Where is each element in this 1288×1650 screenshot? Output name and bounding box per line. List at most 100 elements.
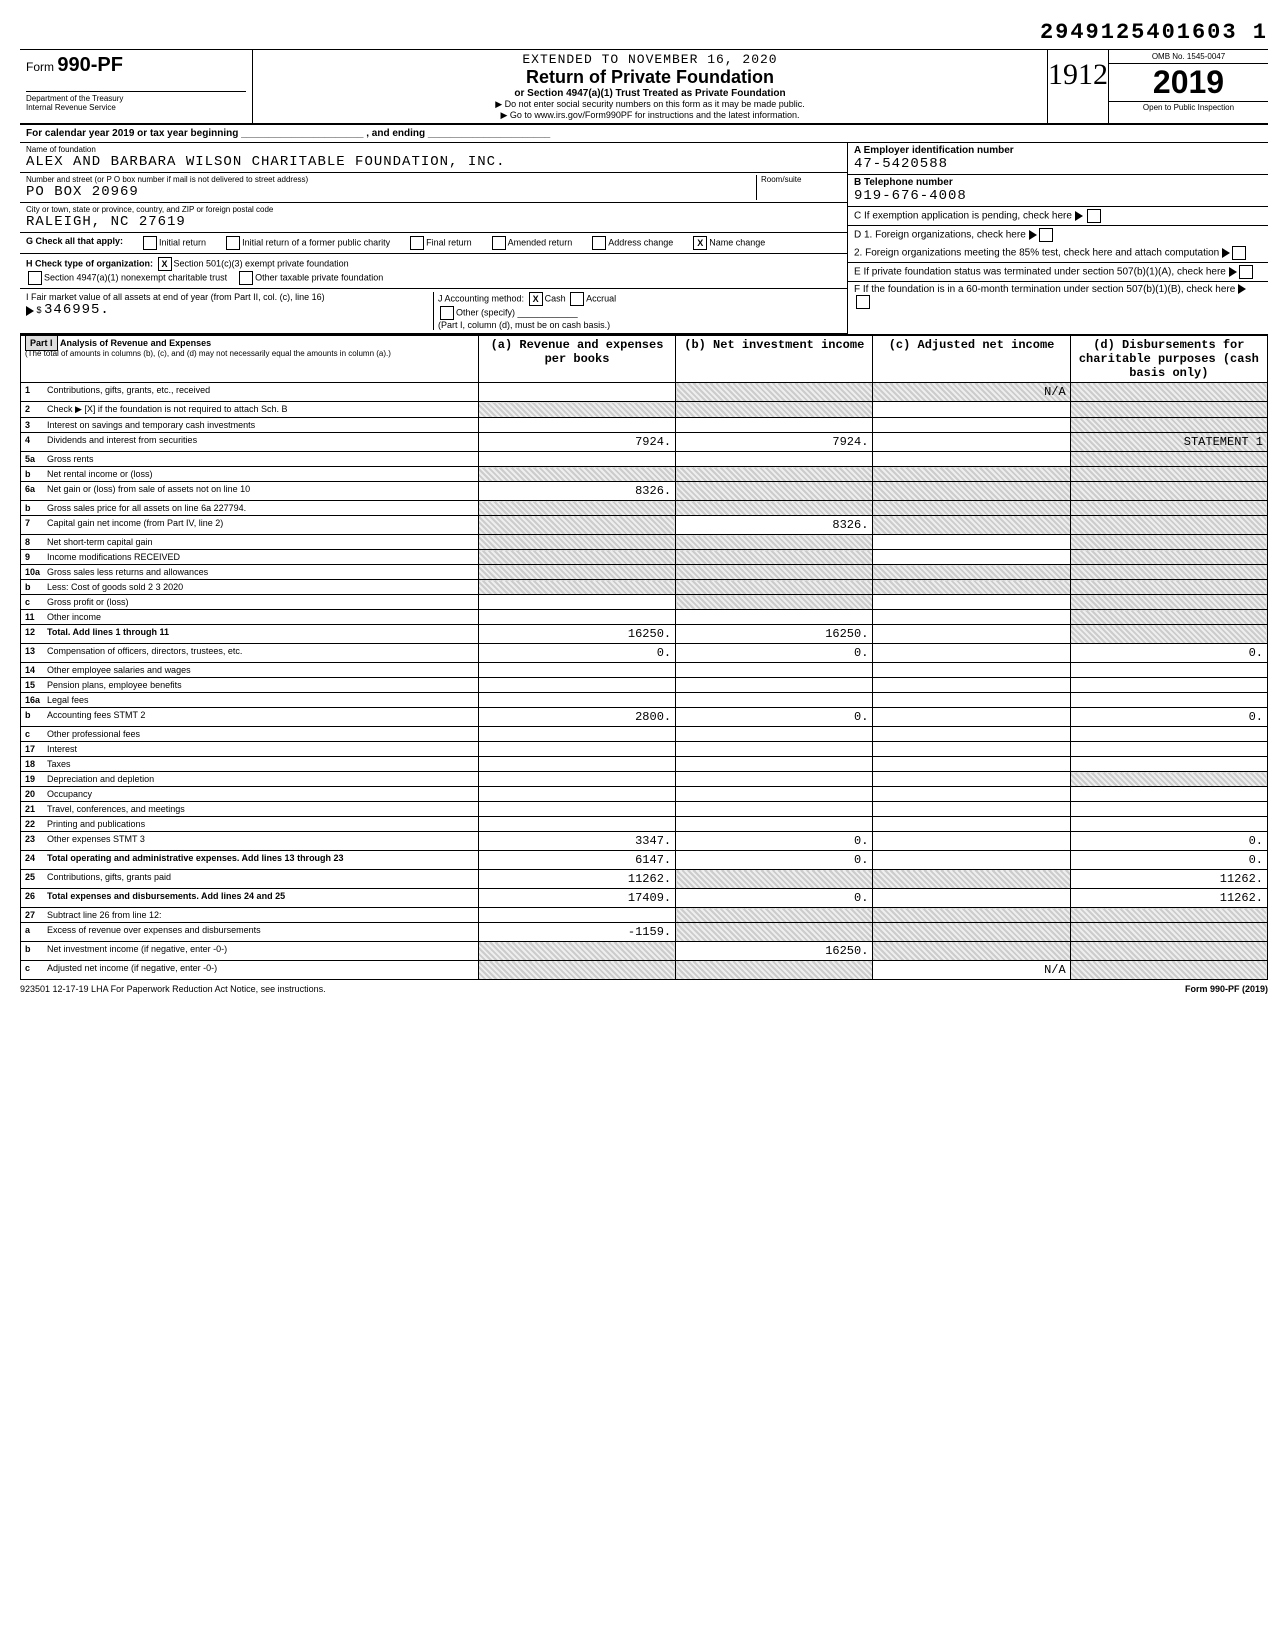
cell-b xyxy=(676,961,873,980)
arrow-icon xyxy=(1222,248,1230,258)
cell-c xyxy=(873,772,1070,787)
c-label: C If exemption application is pending, c… xyxy=(854,211,1072,222)
cell-b xyxy=(676,923,873,942)
checkbox-other-method[interactable] xyxy=(440,306,454,320)
row-label: bLess: Cost of goods sold 2 3 2020 xyxy=(21,580,479,595)
checkbox-addr-change[interactable] xyxy=(592,236,606,250)
checkbox-initial[interactable] xyxy=(143,236,157,250)
note-url: ▶ Go to www.irs.gov/Form990PF for instru… xyxy=(259,110,1041,121)
cell-a xyxy=(478,727,675,742)
checkbox-other-tax[interactable] xyxy=(239,271,253,285)
cell-a xyxy=(478,961,675,980)
cell-a: 2800. xyxy=(478,708,675,727)
cell-a xyxy=(478,817,675,832)
cell-a xyxy=(478,467,675,482)
address: PO BOX 20969 xyxy=(26,184,756,200)
cell-b xyxy=(676,595,873,610)
table-row: 7Capital gain net income (from Part IV, … xyxy=(21,516,1268,535)
cell-b xyxy=(676,452,873,467)
checkbox-501c3[interactable]: X xyxy=(158,257,172,271)
ein-value: 47-5420588 xyxy=(854,156,1262,172)
table-row: 24Total operating and administrative exp… xyxy=(21,851,1268,870)
row-label: 9Income modifications RECEIVED xyxy=(21,550,479,565)
table-row: 16aLegal fees xyxy=(21,693,1268,708)
cell-b xyxy=(676,742,873,757)
cell-a: 7924. xyxy=(478,433,675,452)
cell-b xyxy=(676,535,873,550)
row-label: 11Other income xyxy=(21,610,479,625)
cell-c xyxy=(873,942,1070,961)
table-row: 15Pension plans, employee benefits xyxy=(21,678,1268,693)
cell-c xyxy=(873,550,1070,565)
handwritten-year: 1912 xyxy=(1048,50,1109,123)
cell-a xyxy=(478,516,675,535)
checkbox-initial-former[interactable] xyxy=(226,236,240,250)
checkbox-amended[interactable] xyxy=(492,236,506,250)
table-row: cAdjusted net income (if negative, enter… xyxy=(21,961,1268,980)
row-label: 8Net short-term capital gain xyxy=(21,535,479,550)
table-row: 11Other income xyxy=(21,610,1268,625)
row-label: 24Total operating and administrative exp… xyxy=(21,851,479,870)
checkbox-final[interactable] xyxy=(410,236,424,250)
table-row: 5aGross rents xyxy=(21,452,1268,467)
cell-a: 11262. xyxy=(478,870,675,889)
cell-c xyxy=(873,870,1070,889)
extended-to: EXTENDED TO NOVEMBER 16, 2020 xyxy=(259,52,1041,67)
table-row: 25Contributions, gifts, grants paid11262… xyxy=(21,870,1268,889)
checkbox-cash[interactable]: X xyxy=(529,292,543,306)
j-label: J Accounting method: xyxy=(438,293,524,303)
cell-b: 8326. xyxy=(676,516,873,535)
cell-c xyxy=(873,610,1070,625)
row-label: 7Capital gain net income (from Part IV, … xyxy=(21,516,479,535)
cell-d xyxy=(1070,535,1267,550)
arrow-icon xyxy=(1229,267,1237,277)
cell-c xyxy=(873,727,1070,742)
cell-a xyxy=(478,757,675,772)
section-i-j: I Fair market value of all assets at end… xyxy=(20,289,847,334)
cell-a: 0. xyxy=(478,644,675,663)
checkbox-4947[interactable] xyxy=(28,271,42,285)
part1-sub: (The total of amounts in columns (b), (c… xyxy=(25,349,391,358)
cell-c xyxy=(873,708,1070,727)
table-row: bLess: Cost of goods sold 2 3 2020 xyxy=(21,580,1268,595)
cell-d xyxy=(1070,817,1267,832)
arrow-icon xyxy=(26,306,34,316)
table-row: cGross profit or (loss) xyxy=(21,595,1268,610)
table-row: cOther professional fees xyxy=(21,727,1268,742)
row-label: aExcess of revenue over expenses and dis… xyxy=(21,923,479,942)
section-g: G Check all that apply: Initial return I… xyxy=(20,233,847,254)
cell-d: STATEMENT 1 xyxy=(1070,433,1267,452)
opt-amended: Amended return xyxy=(508,237,573,247)
checkbox-name-change[interactable]: X xyxy=(693,236,707,250)
checkbox-terminated[interactable] xyxy=(1239,265,1253,279)
table-row: 2Check ▶ [X] if the foundation is not re… xyxy=(21,402,1268,418)
row-label: 14Other employee salaries and wages xyxy=(21,663,479,678)
table-row: 22Printing and publications xyxy=(21,817,1268,832)
cell-a xyxy=(478,610,675,625)
omb-number: OMB No. 1545-0047 xyxy=(1109,50,1268,64)
fmv-value: 346995. xyxy=(44,302,110,318)
checkbox-exemption-pending[interactable] xyxy=(1087,209,1101,223)
room-label: Room/suite xyxy=(761,175,841,184)
table-row: 23Other expenses STMT 33347.0.0. xyxy=(21,832,1268,851)
cell-b xyxy=(676,402,873,418)
foundation-name: ALEX AND BARBARA WILSON CHARITABLE FOUND… xyxy=(26,154,841,170)
opt-other-method: Other (specify) xyxy=(456,307,515,317)
cell-c xyxy=(873,923,1070,942)
cell-d: 0. xyxy=(1070,708,1267,727)
row-label: cGross profit or (loss) xyxy=(21,595,479,610)
checkbox-foreign-org[interactable] xyxy=(1039,228,1053,242)
checkbox-85pct[interactable] xyxy=(1232,246,1246,260)
cell-b xyxy=(676,772,873,787)
cell-b: 0. xyxy=(676,851,873,870)
table-row: 12Total. Add lines 1 through 1116250.162… xyxy=(21,625,1268,644)
cell-c xyxy=(873,678,1070,693)
tel-value: 919-676-4008 xyxy=(854,188,1262,204)
cell-c xyxy=(873,625,1070,644)
footer-left: 923501 12-17-19 LHA For Paperwork Reduct… xyxy=(20,984,326,994)
table-row: 1Contributions, gifts, grants, etc., rec… xyxy=(21,383,1268,402)
cell-a xyxy=(478,418,675,433)
f-label: F If the foundation is in a 60-month ter… xyxy=(854,284,1235,295)
checkbox-60month[interactable] xyxy=(856,295,870,309)
checkbox-accrual[interactable] xyxy=(570,292,584,306)
